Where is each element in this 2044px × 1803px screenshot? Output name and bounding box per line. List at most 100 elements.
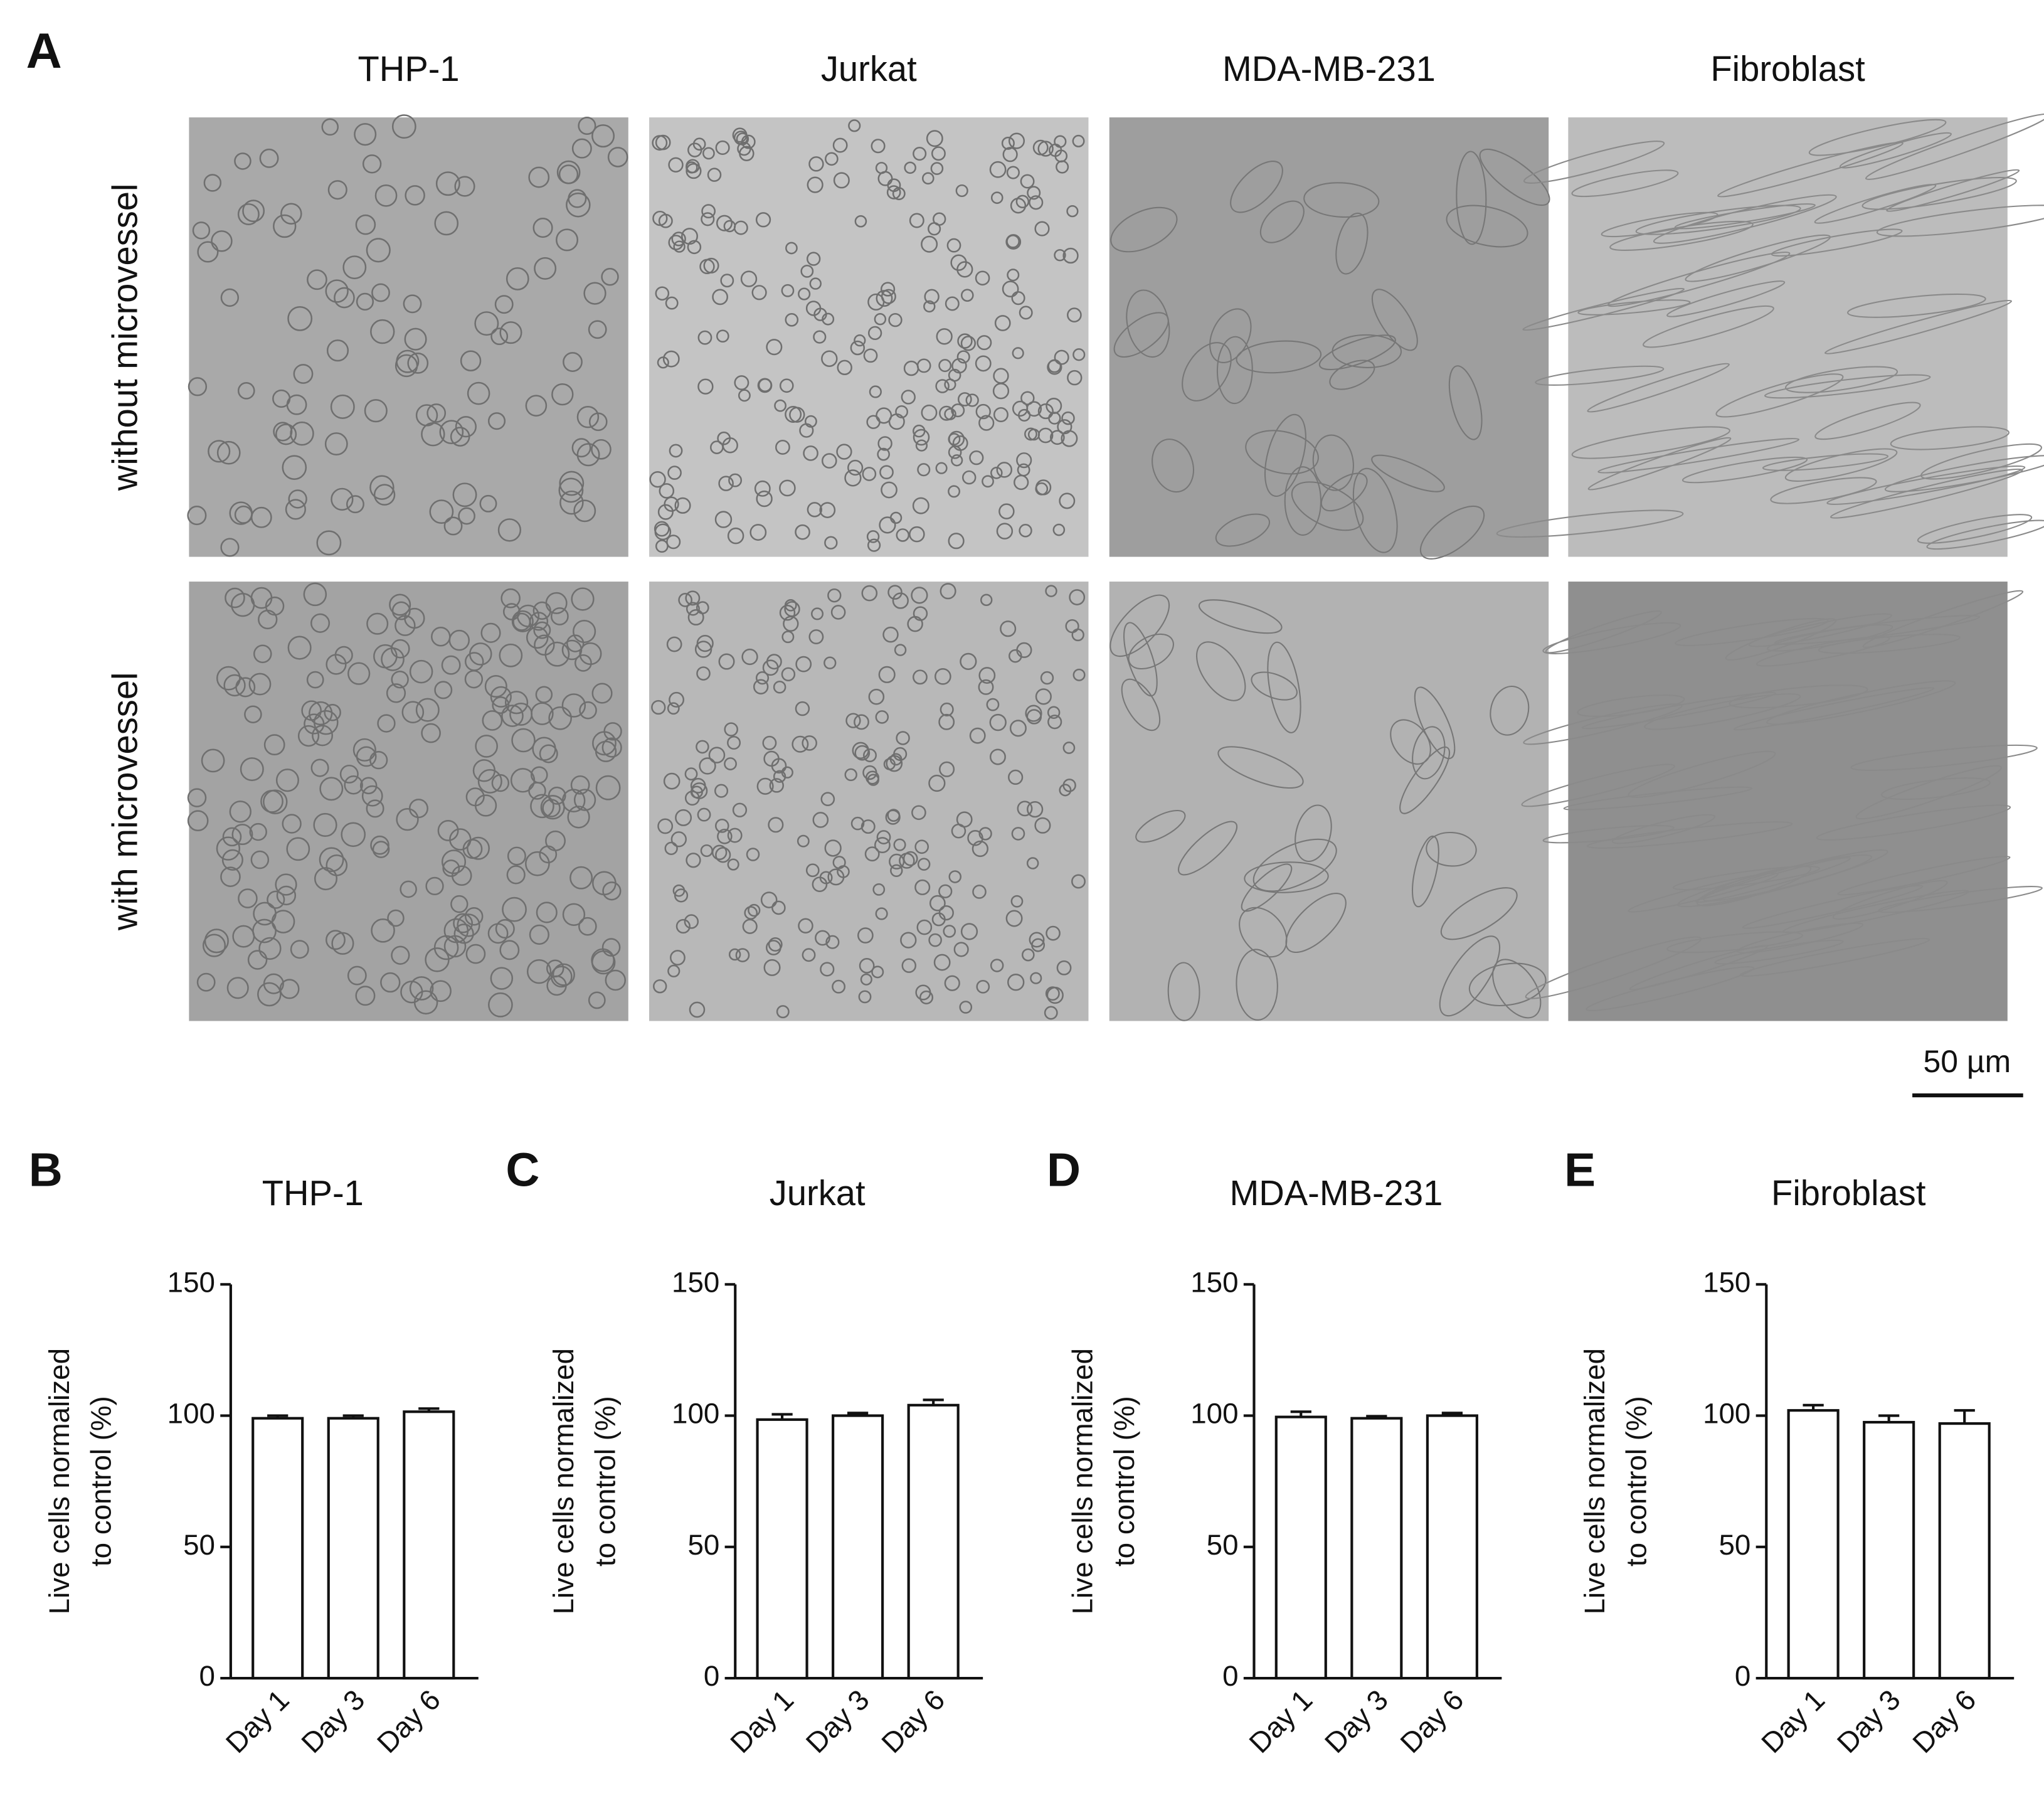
cell <box>718 476 734 491</box>
cell <box>720 274 734 288</box>
cell <box>825 935 840 949</box>
cell <box>352 738 376 762</box>
cell <box>443 516 463 536</box>
cell <box>1729 684 1868 709</box>
cell <box>395 615 416 636</box>
cell <box>779 378 794 393</box>
cell <box>1770 477 1877 504</box>
cell <box>998 503 1015 519</box>
cell <box>697 330 712 345</box>
cell <box>669 444 683 458</box>
cell <box>938 905 954 921</box>
cell <box>762 735 777 750</box>
cell <box>860 819 876 834</box>
cell <box>1830 468 2023 519</box>
x-tick-label: Day 6 <box>876 1684 951 1760</box>
cell <box>900 932 917 949</box>
cell <box>591 439 612 460</box>
cell <box>869 385 882 398</box>
cell <box>253 644 272 664</box>
cell <box>717 829 733 844</box>
cell <box>1007 974 1025 991</box>
cell <box>1040 671 1054 685</box>
cell <box>877 436 892 451</box>
cell <box>728 948 741 961</box>
cell <box>883 758 896 770</box>
y-axis-label: Live cells normalized <box>548 1348 580 1614</box>
cell <box>766 654 782 670</box>
cell <box>938 884 953 898</box>
cell <box>760 891 778 908</box>
cell <box>858 990 872 1004</box>
cell <box>1252 838 1337 892</box>
cell <box>601 938 621 957</box>
cell <box>1714 939 1844 965</box>
cell <box>588 412 608 432</box>
cell <box>310 758 329 777</box>
cell <box>715 847 731 863</box>
cell <box>1285 892 1347 954</box>
cell <box>1056 160 1069 174</box>
cell <box>579 642 602 666</box>
cell <box>536 902 558 923</box>
cell <box>494 295 514 314</box>
cell <box>821 350 838 367</box>
cell <box>805 863 820 878</box>
row-title: with microvessel <box>105 672 145 931</box>
cell <box>1045 986 1060 1001</box>
cell <box>208 440 231 463</box>
cell <box>361 785 383 807</box>
cell <box>992 383 1010 400</box>
cell <box>1414 686 1456 760</box>
cell <box>307 269 327 290</box>
cell <box>192 221 211 240</box>
cell <box>1245 430 1319 475</box>
cell <box>372 841 390 858</box>
cell <box>819 871 833 885</box>
cell <box>573 619 596 644</box>
cell <box>341 822 366 848</box>
cell <box>525 851 550 876</box>
cell <box>871 139 886 154</box>
cell <box>904 161 916 174</box>
cell <box>1880 777 1991 800</box>
cell <box>1808 119 1947 156</box>
cell <box>1059 784 1072 797</box>
cell <box>876 830 891 844</box>
cell <box>785 313 799 327</box>
y-tick-label: 50 <box>183 1529 215 1561</box>
cell <box>1643 305 1774 348</box>
cell <box>685 590 701 606</box>
cell <box>802 735 817 751</box>
cell <box>502 603 521 620</box>
cell <box>472 759 496 782</box>
cell <box>310 613 331 633</box>
cell <box>938 713 955 730</box>
cell <box>701 204 716 219</box>
bar <box>1787 1409 1840 1680</box>
cell <box>391 945 410 965</box>
panel-label: E <box>1564 1143 1596 1196</box>
cell <box>928 774 946 792</box>
cell <box>825 152 839 166</box>
cell <box>1045 585 1057 597</box>
y-tick-label: 0 <box>199 1660 215 1692</box>
cell <box>935 667 951 685</box>
cell <box>832 979 846 994</box>
cell <box>697 378 714 395</box>
cell <box>197 241 219 263</box>
cell <box>1012 400 1029 417</box>
cell <box>1521 763 1675 807</box>
cell <box>836 444 852 460</box>
cell <box>913 424 926 438</box>
cell <box>978 667 996 684</box>
cell <box>894 644 907 656</box>
cell <box>692 137 706 151</box>
cell <box>1284 466 1322 536</box>
x-tick-label: Day 1 <box>1243 1684 1319 1760</box>
cell <box>529 612 549 631</box>
cell <box>1629 945 1768 991</box>
cell <box>568 189 587 208</box>
cell <box>779 479 796 497</box>
